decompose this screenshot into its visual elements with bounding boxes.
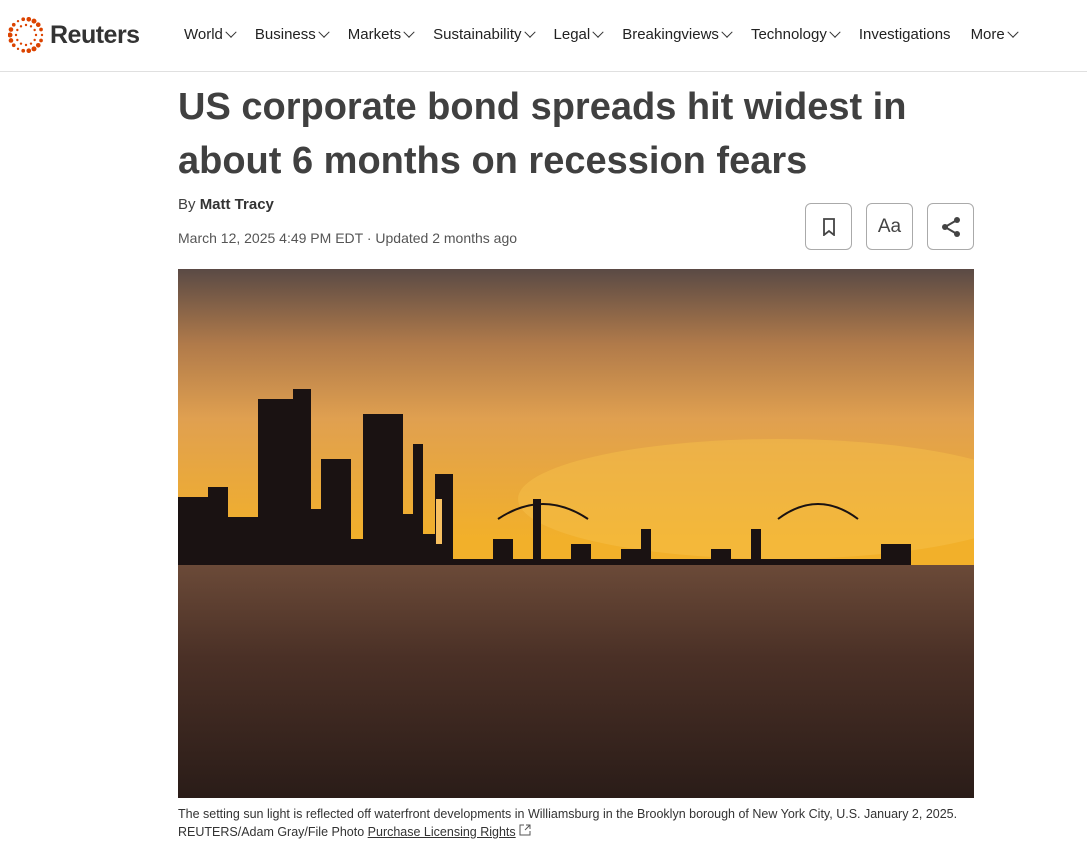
nav-item-breakingviews[interactable]: Breakingviews	[622, 26, 733, 43]
article-date: March 12, 2025 4:49 PM EDT · Updated 2 m…	[178, 230, 518, 246]
nav-item-label: Technology	[750, 26, 827, 43]
top-navigation: Reuters World Business Markets Sustainabili…	[0, 0, 1087, 72]
nav-item-label: Breakingviews	[622, 26, 719, 43]
chevron-down-icon	[523, 26, 536, 38]
nav-item-label: More	[970, 26, 1005, 43]
text-size-button[interactable]: Aa	[866, 203, 913, 250]
nav-item-technology[interactable]: Technology	[750, 26, 841, 43]
share-button[interactable]	[927, 203, 974, 250]
external-link-icon	[519, 824, 531, 836]
chevron-down-icon	[225, 26, 237, 38]
chevron-down-icon	[403, 26, 415, 38]
article-title: US corporate bond spreads hit widest in …	[178, 86, 907, 182]
chevron-down-icon	[721, 26, 733, 38]
nav-item-label: Legal	[553, 26, 591, 43]
byline: By Matt Tracy	[178, 196, 274, 213]
chevron-down-icon	[1007, 26, 1019, 38]
nav-item-label: Investigations	[858, 26, 951, 43]
nav-item-investigations[interactable]: Investigations	[859, 26, 951, 43]
nav-item-sustainability[interactable]: Sustainability	[433, 26, 536, 43]
purchase-licensing-link[interactable]: Purchase Licensing Rights	[367, 825, 516, 839]
chevron-down-icon	[318, 26, 330, 38]
skyline-sunset-image	[178, 269, 1038, 798]
nav-item-label: Markets	[347, 26, 402, 43]
nav-item-more[interactable]: More	[970, 26, 1019, 43]
nav-item-label: Business	[254, 26, 316, 43]
nav-item-label: Sustainability	[433, 26, 522, 43]
text-size-label: Aa	[877, 215, 902, 237]
photo-caption: The setting sun light is reflected off w…	[178, 805, 978, 841]
logo-text: Reuters	[50, 20, 140, 49]
nav-item-legal[interactable]: Legal	[553, 26, 604, 43]
bookmark-icon	[822, 217, 835, 236]
author-link[interactable]: Matt Tracy	[199, 196, 274, 213]
nav-item-world[interactable]: World	[184, 26, 237, 43]
photo-credit: REUTERS/Adam Gray/File Photo	[178, 825, 365, 839]
chevron-down-icon	[592, 26, 604, 38]
bookmark-button[interactable]	[805, 203, 852, 250]
nav-item-label: World	[184, 26, 223, 43]
share-icon	[941, 216, 960, 237]
reuters-logo-icon	[8, 17, 44, 53]
article-photo[interactable]	[178, 269, 1038, 798]
nav-item-markets[interactable]: Markets	[347, 26, 415, 43]
chevron-down-icon	[829, 26, 841, 38]
main-menu: World Business Markets Sustainability Legal B…	[184, 26, 1037, 43]
byline-prefix: By	[178, 196, 196, 213]
reuters-logo[interactable]: Reuters	[8, 17, 140, 53]
caption-text: The setting sun light is reflected off w…	[178, 807, 958, 821]
article-tools: Aa	[805, 203, 974, 250]
nav-item-business[interactable]: Business	[254, 26, 330, 43]
